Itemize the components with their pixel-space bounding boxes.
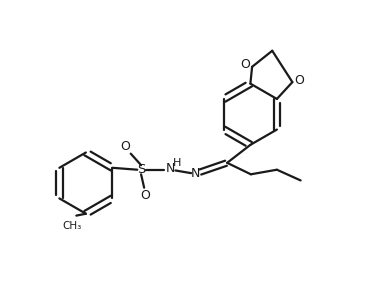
- Text: O: O: [240, 58, 250, 71]
- Text: O: O: [140, 189, 150, 202]
- Text: N: N: [191, 167, 200, 180]
- Text: S: S: [137, 163, 145, 176]
- Text: O: O: [295, 74, 304, 87]
- Text: CH₃: CH₃: [63, 221, 82, 231]
- Text: O: O: [120, 140, 130, 153]
- Text: H: H: [173, 158, 181, 168]
- Text: N: N: [166, 162, 176, 175]
